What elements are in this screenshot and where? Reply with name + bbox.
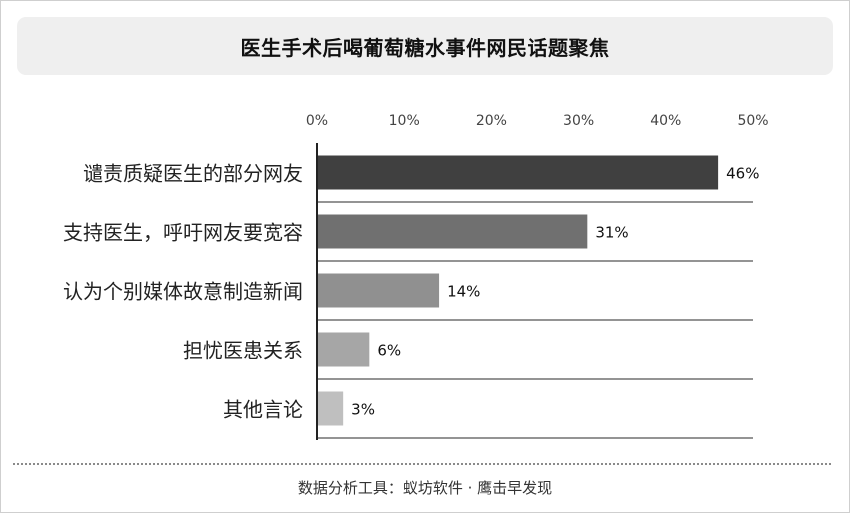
bar-chart: 0% 10% 20% 30% 40% 50% 谴责质疑医生的部分网友 46% 支持医生，呼吁网友… [63, 113, 769, 440]
x-tick-label: 30% [563, 113, 594, 129]
data-label: 31% [595, 224, 628, 242]
bar [318, 214, 588, 249]
chart-title: 医生手术后喝葡萄糖水事件网民话题聚焦 [240, 35, 610, 60]
bar [318, 273, 440, 308]
category-label: 认为个别媒体故意制造新闻 [63, 280, 303, 304]
data-label: 14% [447, 283, 480, 301]
data-label: 46% [726, 165, 759, 183]
bar [318, 155, 719, 190]
data-label: 6% [377, 342, 401, 360]
x-tick-label: 50% [737, 113, 768, 129]
footer-source: 数据分析工具：蚁坊软件 · 鹰击早发现 [297, 479, 553, 497]
bar [318, 391, 344, 426]
category-label: 谴责质疑医生的部分网友 [83, 162, 303, 186]
x-tick-label: 10% [389, 113, 420, 129]
title-banner: 医生手术后喝葡萄糖水事件网民话题聚焦 [17, 17, 833, 75]
x-tick-label: 20% [476, 113, 507, 129]
category-label: 其他言论 [223, 398, 303, 422]
category-label: 担忧医患关系 [183, 339, 303, 363]
x-tick-label: 40% [650, 113, 681, 129]
x-tick-label: 0% [306, 113, 328, 129]
category-label: 支持医生，呼吁网友要宽容 [63, 221, 303, 245]
bar [318, 332, 370, 367]
data-label: 3% [351, 401, 375, 419]
footer-divider [13, 463, 831, 465]
